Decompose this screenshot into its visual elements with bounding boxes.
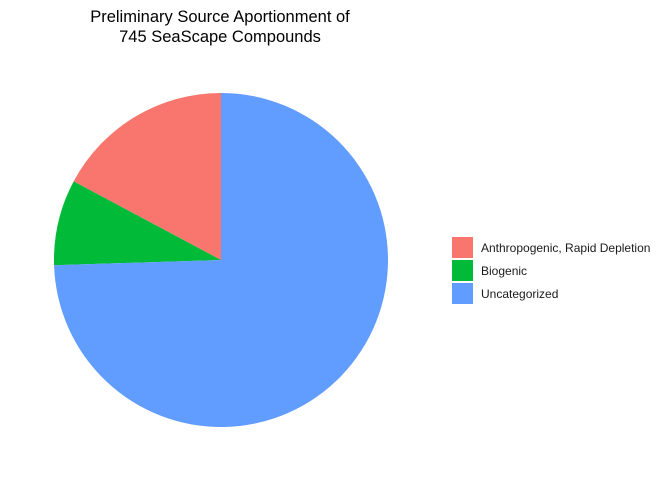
legend: Anthropogenic, Rapid Depletion Biogenic Un… <box>452 237 650 304</box>
legend-key-2 <box>452 260 473 281</box>
chart-title-line-2: 745 SeaScape Compounds <box>119 28 321 46</box>
legend-key-1 <box>452 237 473 258</box>
legend-label-3: Uncategorized <box>481 287 558 301</box>
pie-slices <box>53 93 388 427</box>
pie-slice-1 <box>73 93 221 260</box>
pie-slice-2 <box>53 181 221 266</box>
legend-label-1: Anthropogenic, Rapid Depletion <box>481 241 650 255</box>
chart-title-line-1: Preliminary Source Aportionment of <box>90 8 350 26</box>
pie-slice-3 <box>54 93 388 427</box>
legend-key-3 <box>452 283 473 304</box>
legend-label-2: Biogenic <box>481 264 527 278</box>
